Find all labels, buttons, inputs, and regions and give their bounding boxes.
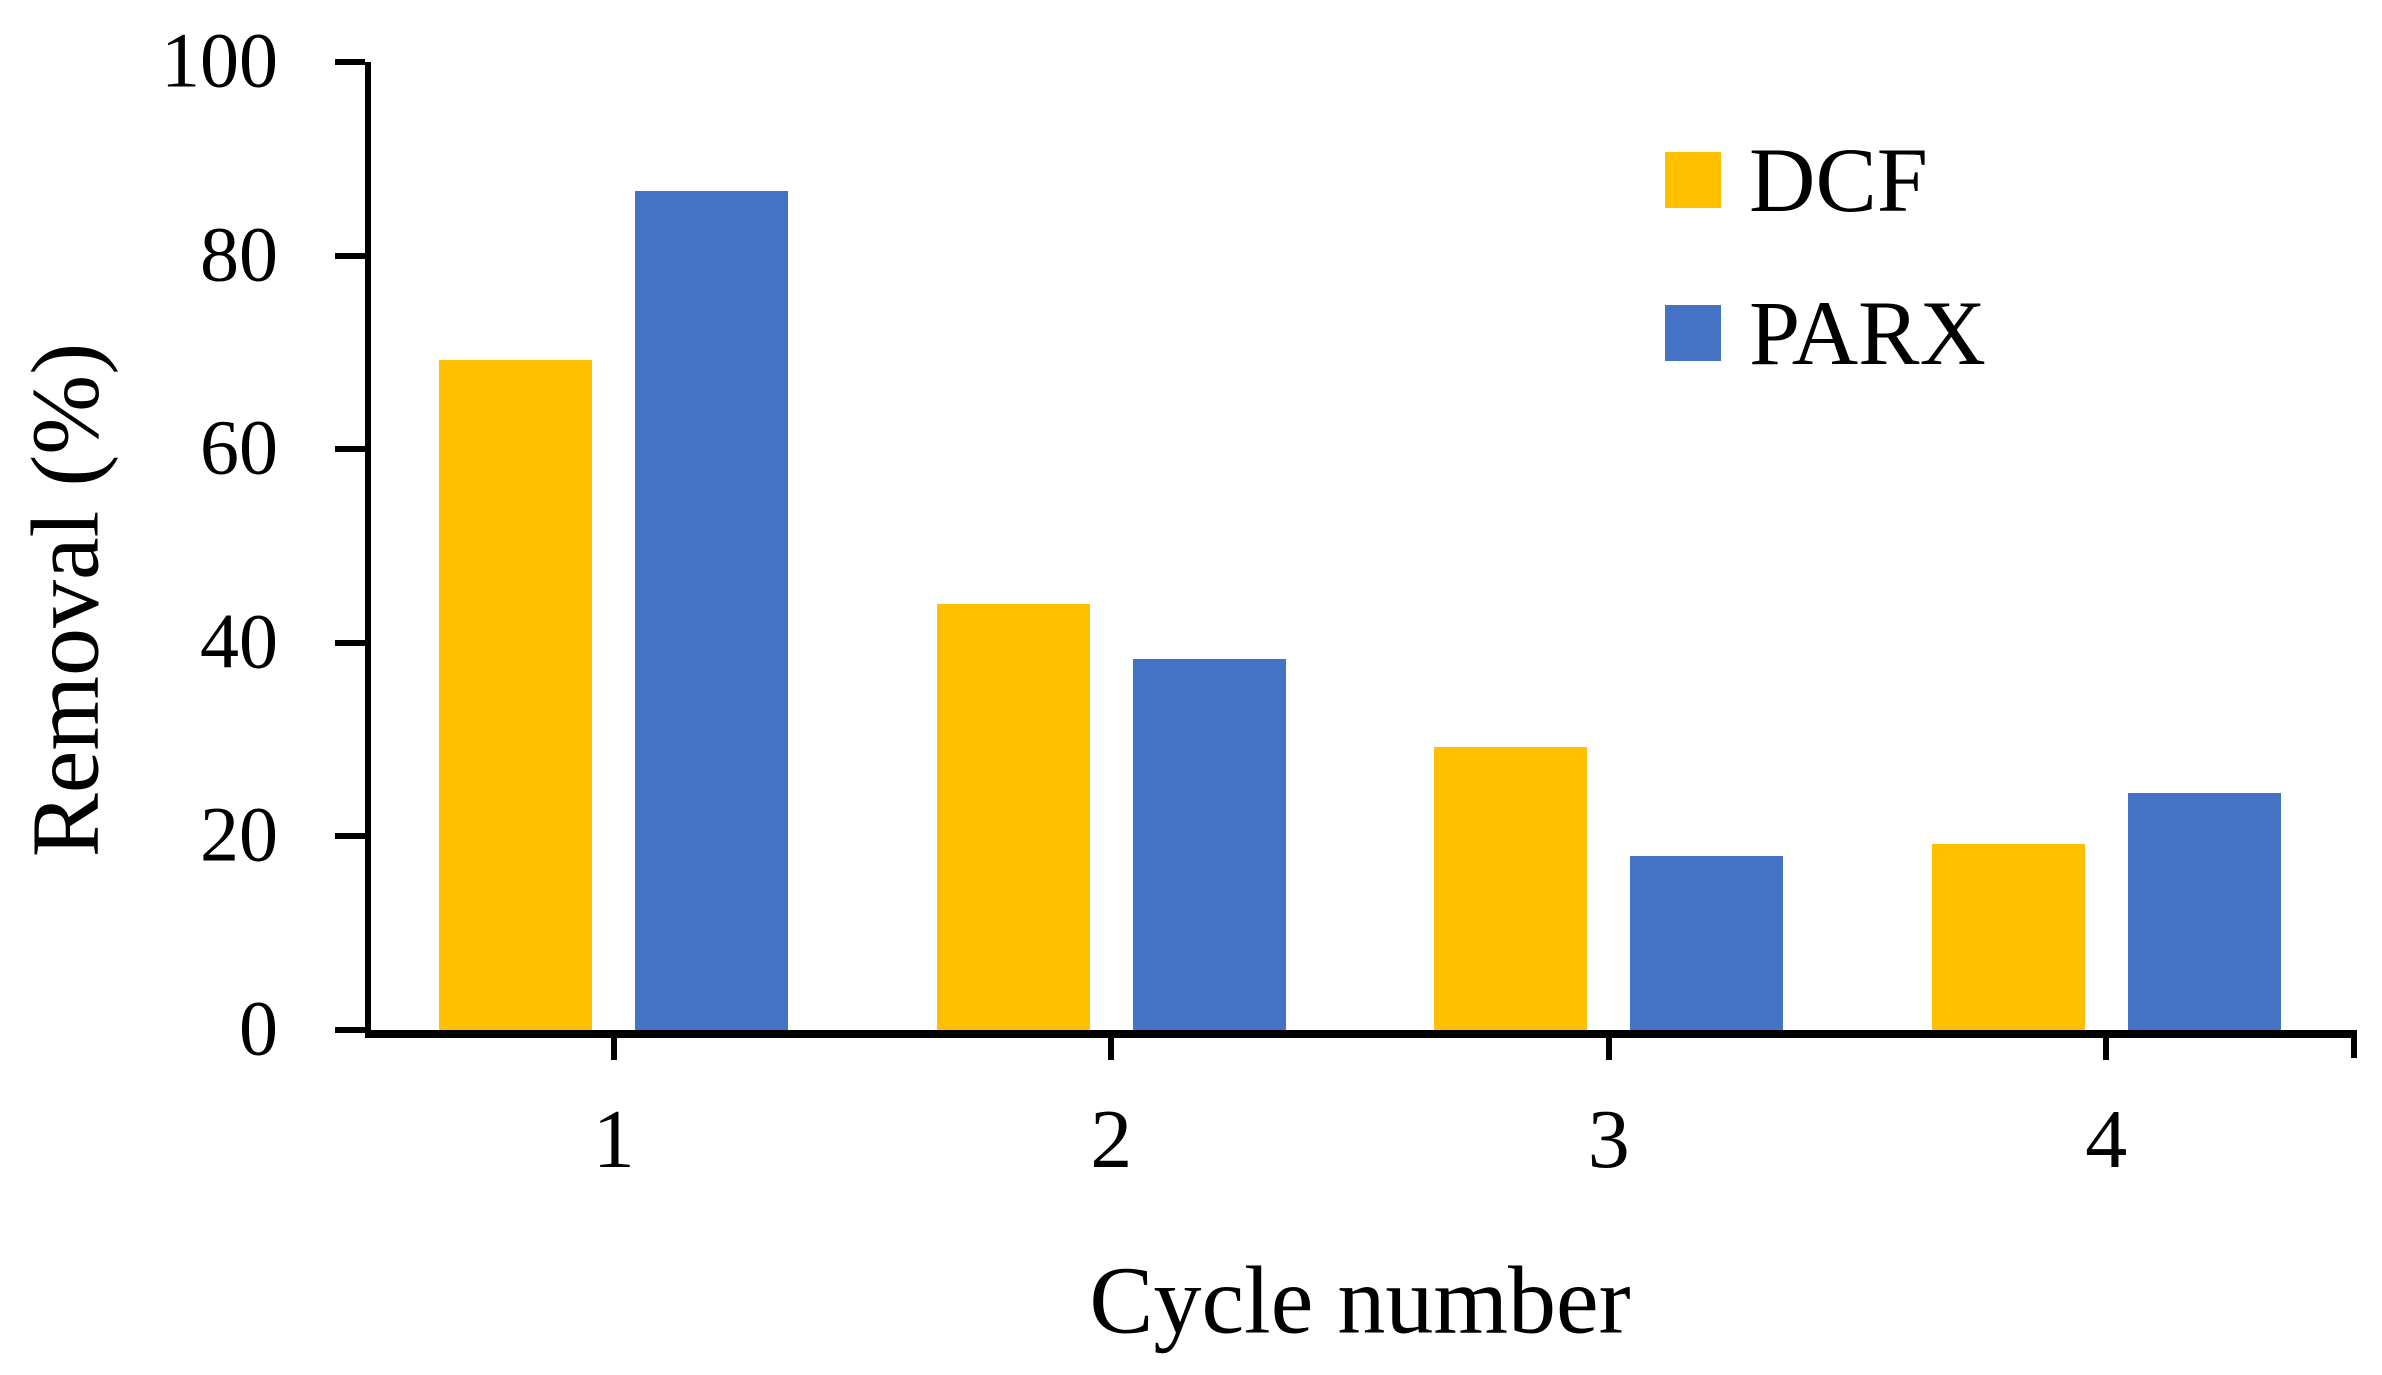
bar-dcf-cycle-4 xyxy=(1931,844,2085,1030)
y-axis-tick xyxy=(335,252,365,259)
y-axis-tick xyxy=(335,59,365,65)
y-axis-tick xyxy=(335,446,365,453)
bar-parx-cycle-3 xyxy=(1630,855,1784,1030)
x-axis-end-tick xyxy=(2351,1030,2357,1058)
bar-dcf-cycle-2 xyxy=(936,604,1090,1030)
bar-dcf-cycle-3 xyxy=(1434,747,1588,1030)
bar-dcf-cycle-1 xyxy=(439,360,593,1030)
bar-parx-cycle-1 xyxy=(635,190,789,1030)
x-axis-line xyxy=(365,1030,2357,1038)
x-axis-tick xyxy=(1605,1038,1612,1060)
legend-item-dcf: DCF xyxy=(1665,129,1986,231)
x-axis-title: Cycle number xyxy=(1089,1246,1631,1354)
x-axis-tick xyxy=(2103,1038,2110,1060)
legend-swatch-dcf xyxy=(1665,152,1721,208)
y-axis-tick-label: 20 xyxy=(200,790,278,878)
y-axis-tick xyxy=(335,1027,365,1033)
y-axis-tick-label: 100 xyxy=(161,16,278,104)
x-axis-tick xyxy=(1108,1038,1115,1060)
bar-parx-cycle-2 xyxy=(1132,659,1286,1030)
x-axis-category-label: 2 xyxy=(1090,1093,1133,1186)
x-axis-category-label: 4 xyxy=(2085,1093,2128,1186)
y-axis-line xyxy=(365,62,371,1038)
legend: DCF PARX xyxy=(1665,129,1986,458)
bar-parx-cycle-4 xyxy=(2127,792,2281,1030)
x-axis-tick xyxy=(610,1038,617,1060)
y-axis-tick xyxy=(335,833,365,840)
y-axis-tick-label: 80 xyxy=(200,210,278,298)
legend-swatch-parx xyxy=(1665,305,1721,361)
y-axis-title: Removal (%) xyxy=(11,342,119,858)
y-axis-tick-label: 0 xyxy=(239,984,278,1072)
x-axis-category-label: 1 xyxy=(592,1093,635,1186)
y-axis-tick-label: 60 xyxy=(200,403,278,491)
legend-item-parx: PARX xyxy=(1665,282,1986,384)
legend-label-parx: PARX xyxy=(1749,282,1986,384)
x-axis-category-label: 3 xyxy=(1587,1093,1630,1186)
y-axis-tick-label: 40 xyxy=(200,597,278,685)
legend-label-dcf: DCF xyxy=(1749,129,1928,231)
y-axis-tick xyxy=(335,639,365,646)
